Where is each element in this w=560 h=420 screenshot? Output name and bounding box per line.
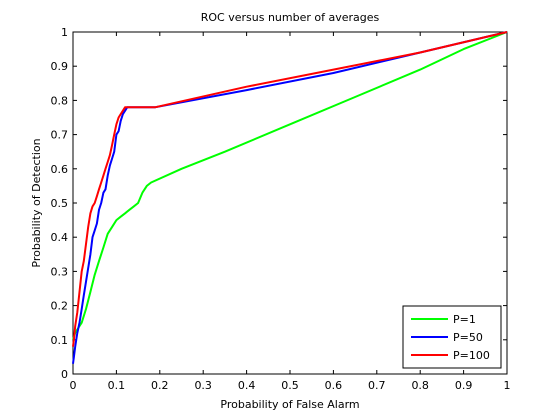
x-tick-label: 0.4 bbox=[238, 379, 256, 392]
legend-label: P=50 bbox=[453, 331, 483, 344]
x-tick-label: 0.9 bbox=[455, 379, 473, 392]
y-tick-label: 0.5 bbox=[51, 197, 69, 210]
y-tick-label: 0.9 bbox=[51, 60, 69, 73]
x-tick-label: 0.5 bbox=[281, 379, 299, 392]
legend-label: P=1 bbox=[453, 313, 476, 326]
y-tick-label: 0.4 bbox=[51, 231, 69, 244]
x-tick-label: 0.7 bbox=[368, 379, 386, 392]
y-tick-label: 0.1 bbox=[51, 334, 69, 347]
chart-title: ROC versus number of averages bbox=[201, 11, 380, 24]
x-tick-label: 0.3 bbox=[194, 379, 212, 392]
x-tick-label: 1 bbox=[504, 379, 511, 392]
y-tick-label: 0.2 bbox=[51, 300, 69, 313]
x-tick-label: 0.6 bbox=[325, 379, 343, 392]
x-tick-label: 0.2 bbox=[151, 379, 169, 392]
y-tick-label: 0.8 bbox=[51, 94, 69, 107]
legend: P=1 P=50 P=100 bbox=[402, 305, 502, 369]
y-tick-label: 0.3 bbox=[51, 265, 69, 278]
legend-label: P=100 bbox=[453, 349, 490, 362]
series-line-p-100 bbox=[72, 31, 508, 347]
y-axis-label: Probability of Detection bbox=[30, 138, 43, 267]
x-tick-label: 0.8 bbox=[411, 379, 429, 392]
y-tick-label: 1 bbox=[61, 26, 68, 39]
x-axis-label: Probability of False Alarm bbox=[220, 398, 359, 411]
x-tick-label: 0.1 bbox=[108, 379, 126, 392]
y-tick-label: 0.6 bbox=[51, 163, 69, 176]
plot-area: 0 0.1 0.2 0.3 0.4 0.5 0.6 0.7 0.8 0.9 1 0 0.1 0.2 0.3 0… bbox=[51, 26, 511, 392]
series-line-p-1 bbox=[72, 31, 508, 341]
x-tick-label: 0 bbox=[70, 379, 77, 392]
y-tick-label: 0 bbox=[61, 368, 68, 381]
y-tick-label: 0.7 bbox=[51, 129, 69, 142]
